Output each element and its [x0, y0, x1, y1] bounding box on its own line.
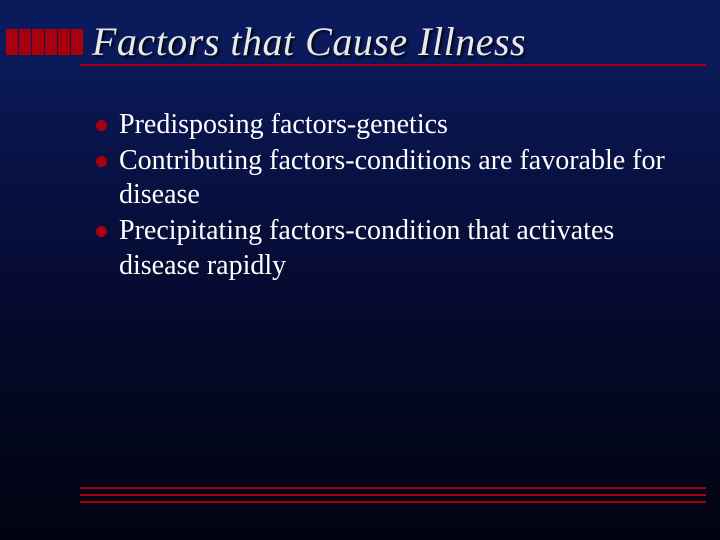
footer-lines	[80, 487, 706, 508]
bullet-icon	[96, 156, 107, 167]
title-underline	[80, 64, 706, 66]
header-row: Factors that Cause Illness	[0, 18, 720, 65]
bullet-icon	[96, 120, 107, 131]
list-item: Predisposing factors-genetics	[96, 108, 680, 142]
page-title: Factors that Cause Illness	[92, 18, 526, 65]
list-item: Contributing factors-conditions are favo…	[96, 144, 680, 212]
content-area: Predisposing factors-genetics Contributi…	[96, 108, 680, 285]
header-grid-icon	[6, 29, 84, 55]
bullet-text: Contributing factors-conditions are favo…	[119, 144, 680, 212]
bullet-text: Predisposing factors-genetics	[119, 108, 680, 142]
slide: Factors that Cause Illness Predisposing …	[0, 0, 720, 540]
list-item: Precipitating factors-condition that act…	[96, 214, 680, 282]
bullet-text: Precipitating factors-condition that act…	[119, 214, 680, 282]
bullet-icon	[96, 226, 107, 237]
